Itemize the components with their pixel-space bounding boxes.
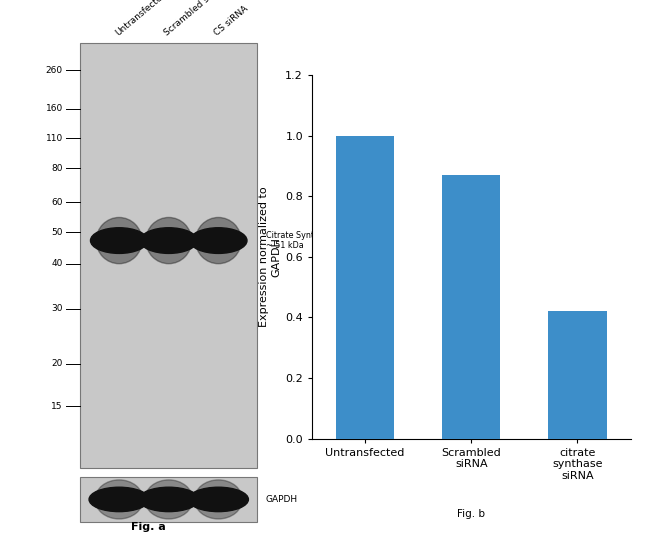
Ellipse shape [140,228,198,254]
Text: 20: 20 [51,360,63,369]
Ellipse shape [194,480,242,519]
Text: 80: 80 [51,164,63,173]
Y-axis label: Expression normalized to
GAPDH: Expression normalized to GAPDH [259,187,281,327]
Bar [80,477,257,522]
Text: Fig. b: Fig. b [457,509,486,519]
Ellipse shape [96,217,142,264]
Ellipse shape [90,228,148,254]
Bar [80,43,257,468]
Ellipse shape [188,487,248,511]
Bar [336,135,395,439]
Text: 40: 40 [51,259,63,269]
Text: 15: 15 [51,402,63,411]
Text: 30: 30 [51,304,63,313]
Text: 160: 160 [46,104,63,113]
Text: GAPDH: GAPDH [266,495,298,504]
Text: Citrate Synthase
~ 51 kDa: Citrate Synthase ~ 51 kDa [266,231,333,250]
Ellipse shape [138,487,199,511]
Text: 60: 60 [51,198,63,207]
Text: Untransfected: Untransfected [113,0,168,37]
Bar [442,175,501,439]
Ellipse shape [196,217,241,264]
Text: Scrambled siRNA: Scrambled siRNA [163,0,228,37]
Text: CS siRNA: CS siRNA [213,4,250,37]
Text: Fig. a: Fig. a [131,522,166,532]
Text: 50: 50 [51,227,63,236]
Ellipse shape [89,487,149,511]
Ellipse shape [146,217,192,264]
Ellipse shape [145,480,193,519]
Ellipse shape [95,480,143,519]
Text: 110: 110 [46,134,63,143]
Ellipse shape [190,228,247,254]
Bar [548,311,606,439]
Text: 260: 260 [46,66,63,75]
